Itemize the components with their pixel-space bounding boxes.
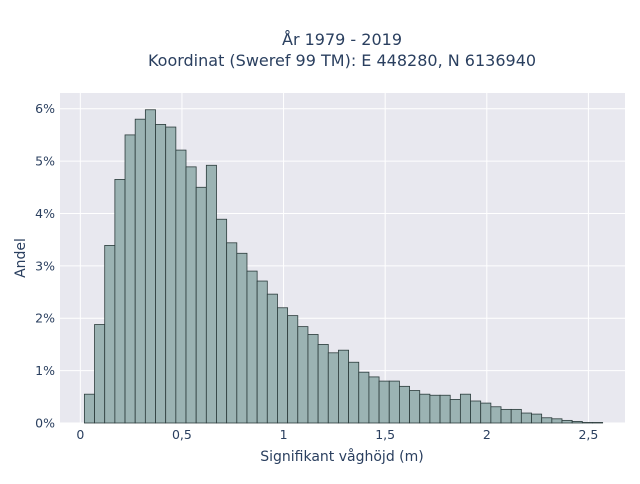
histogram-bar: [165, 126, 177, 424]
y-tick-label: 5%: [35, 154, 55, 169]
histogram-bar: [226, 242, 238, 424]
y-axis-title: Andel: [13, 238, 29, 278]
histogram-bar: [144, 109, 156, 424]
histogram-bar: [571, 421, 583, 424]
bars: [83, 109, 604, 424]
x-tick-label: 0,5: [172, 427, 192, 442]
histogram-bar: [195, 186, 207, 424]
histogram-bar: [490, 406, 502, 424]
histogram-bar: [510, 408, 522, 424]
y-tick-label: 6%: [35, 101, 55, 116]
x-tick-label: 1: [280, 427, 288, 442]
x-tick-label: 2,5: [578, 427, 598, 442]
y-tick-label: 1%: [35, 363, 55, 378]
histogram-bar: [236, 252, 248, 424]
histogram-bar: [277, 307, 289, 424]
histogram-bar: [561, 419, 573, 424]
histogram-bar: [216, 218, 228, 424]
y-tick-label: 3%: [35, 258, 55, 273]
histogram-bar: [470, 400, 482, 424]
histogram-bar: [358, 371, 370, 424]
x-axis-ticks: 0 0,5 1 1,5 2 2,5: [76, 427, 598, 442]
histogram-bar: [246, 270, 258, 424]
x-tick-label: 2: [483, 427, 491, 442]
histogram-bar: [439, 394, 451, 424]
histogram-bar: [317, 344, 329, 424]
histogram-bar: [520, 412, 532, 424]
histogram-bar: [338, 349, 349, 424]
histogram-bar: [287, 315, 299, 424]
histogram-bar: [429, 394, 441, 424]
histogram-bar: [185, 166, 197, 424]
y-tick-label: 2%: [35, 311, 55, 326]
x-axis-title: Signifikant våghöjd (m): [260, 448, 423, 465]
histogram-bar: [124, 134, 136, 424]
y-tick-label: 4%: [35, 206, 55, 221]
histogram-bar: [256, 280, 268, 424]
y-tick-label: 0%: [35, 416, 55, 431]
histogram-bar: [175, 149, 187, 424]
histogram-bar: [419, 393, 431, 424]
chart-title-line-2: Koordinat (Sweref 99 TM): E 448280, N 61…: [148, 51, 536, 70]
histogram-bar: [592, 422, 604, 424]
histogram-bar: [500, 408, 512, 424]
histogram-bar: [409, 390, 421, 424]
histogram-bar: [348, 361, 360, 424]
histogram-bar: [266, 293, 278, 424]
histogram-bar: [449, 399, 461, 424]
histogram-bar: [155, 124, 167, 424]
x-tick-label: 0: [76, 427, 84, 442]
histogram-bar: [551, 418, 563, 424]
y-axis-ticks: 0% 1% 2% 3% 4% 5% 6%: [35, 101, 55, 430]
histogram-bar: [134, 118, 146, 424]
histogram-bar: [480, 402, 492, 424]
histogram-bar: [541, 417, 553, 424]
histogram-bar: [114, 179, 126, 424]
histogram-bar: [368, 376, 380, 424]
histogram-bar: [388, 380, 400, 424]
histogram-bar: [94, 324, 106, 424]
histogram-bar: [327, 352, 339, 424]
histogram-bar: [104, 245, 116, 424]
histogram-bar: [531, 413, 543, 424]
histogram-bar: [307, 334, 319, 424]
chart-title-line-1: År 1979 - 2019: [282, 30, 402, 49]
histogram-bar: [459, 393, 471, 424]
histogram-bar: [581, 422, 593, 424]
histogram-bar: [205, 164, 217, 424]
histogram-bar: [83, 393, 95, 424]
x-tick-label: 1,5: [375, 427, 395, 442]
histogram-bar: [378, 380, 390, 424]
histogram-bar: [399, 385, 410, 424]
histogram-bar: [297, 326, 309, 424]
